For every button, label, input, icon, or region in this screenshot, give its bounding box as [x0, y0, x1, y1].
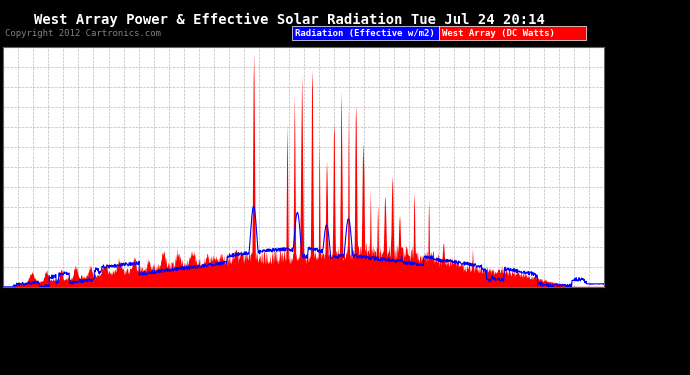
Text: Copyright 2012 Cartronics.com: Copyright 2012 Cartronics.com — [5, 30, 161, 39]
Text: West Array (DC Watts): West Array (DC Watts) — [442, 29, 555, 38]
Text: Radiation (Effective w/m2): Radiation (Effective w/m2) — [295, 29, 434, 38]
FancyBboxPatch shape — [439, 27, 586, 40]
Text: West Array Power & Effective Solar Radiation Tue Jul 24 20:14: West Array Power & Effective Solar Radia… — [34, 13, 545, 27]
FancyBboxPatch shape — [292, 27, 439, 40]
